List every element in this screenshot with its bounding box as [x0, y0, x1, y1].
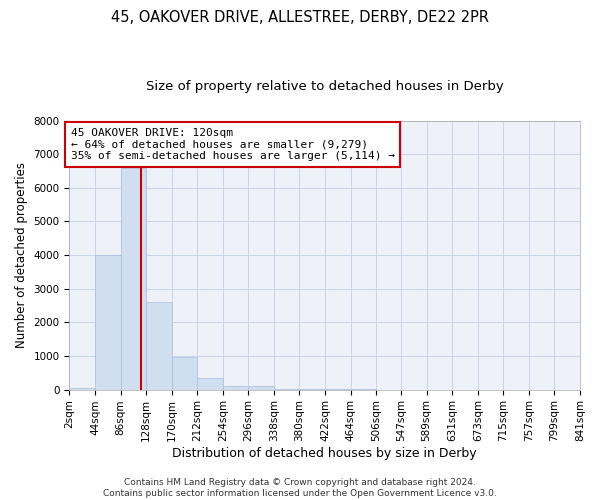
Bar — [70, 388, 95, 390]
Text: 45 OAKOVER DRIVE: 120sqm
← 64% of detached houses are smaller (9,279)
35% of sem: 45 OAKOVER DRIVE: 120sqm ← 64% of detach… — [71, 128, 395, 161]
Bar — [146, 302, 172, 390]
Bar — [172, 358, 197, 390]
Title: Size of property relative to detached houses in Derby: Size of property relative to detached ho… — [146, 80, 503, 93]
Bar — [248, 386, 274, 390]
Bar — [95, 255, 121, 390]
Bar — [121, 168, 146, 390]
Text: 45, OAKOVER DRIVE, ALLESTREE, DERBY, DE22 2PR: 45, OAKOVER DRIVE, ALLESTREE, DERBY, DE2… — [111, 10, 489, 25]
Bar — [197, 378, 223, 390]
Text: Contains HM Land Registry data © Crown copyright and database right 2024.
Contai: Contains HM Land Registry data © Crown c… — [103, 478, 497, 498]
Bar — [223, 386, 248, 390]
Y-axis label: Number of detached properties: Number of detached properties — [15, 162, 28, 348]
Bar — [274, 388, 299, 390]
X-axis label: Distribution of detached houses by size in Derby: Distribution of detached houses by size … — [172, 447, 477, 460]
